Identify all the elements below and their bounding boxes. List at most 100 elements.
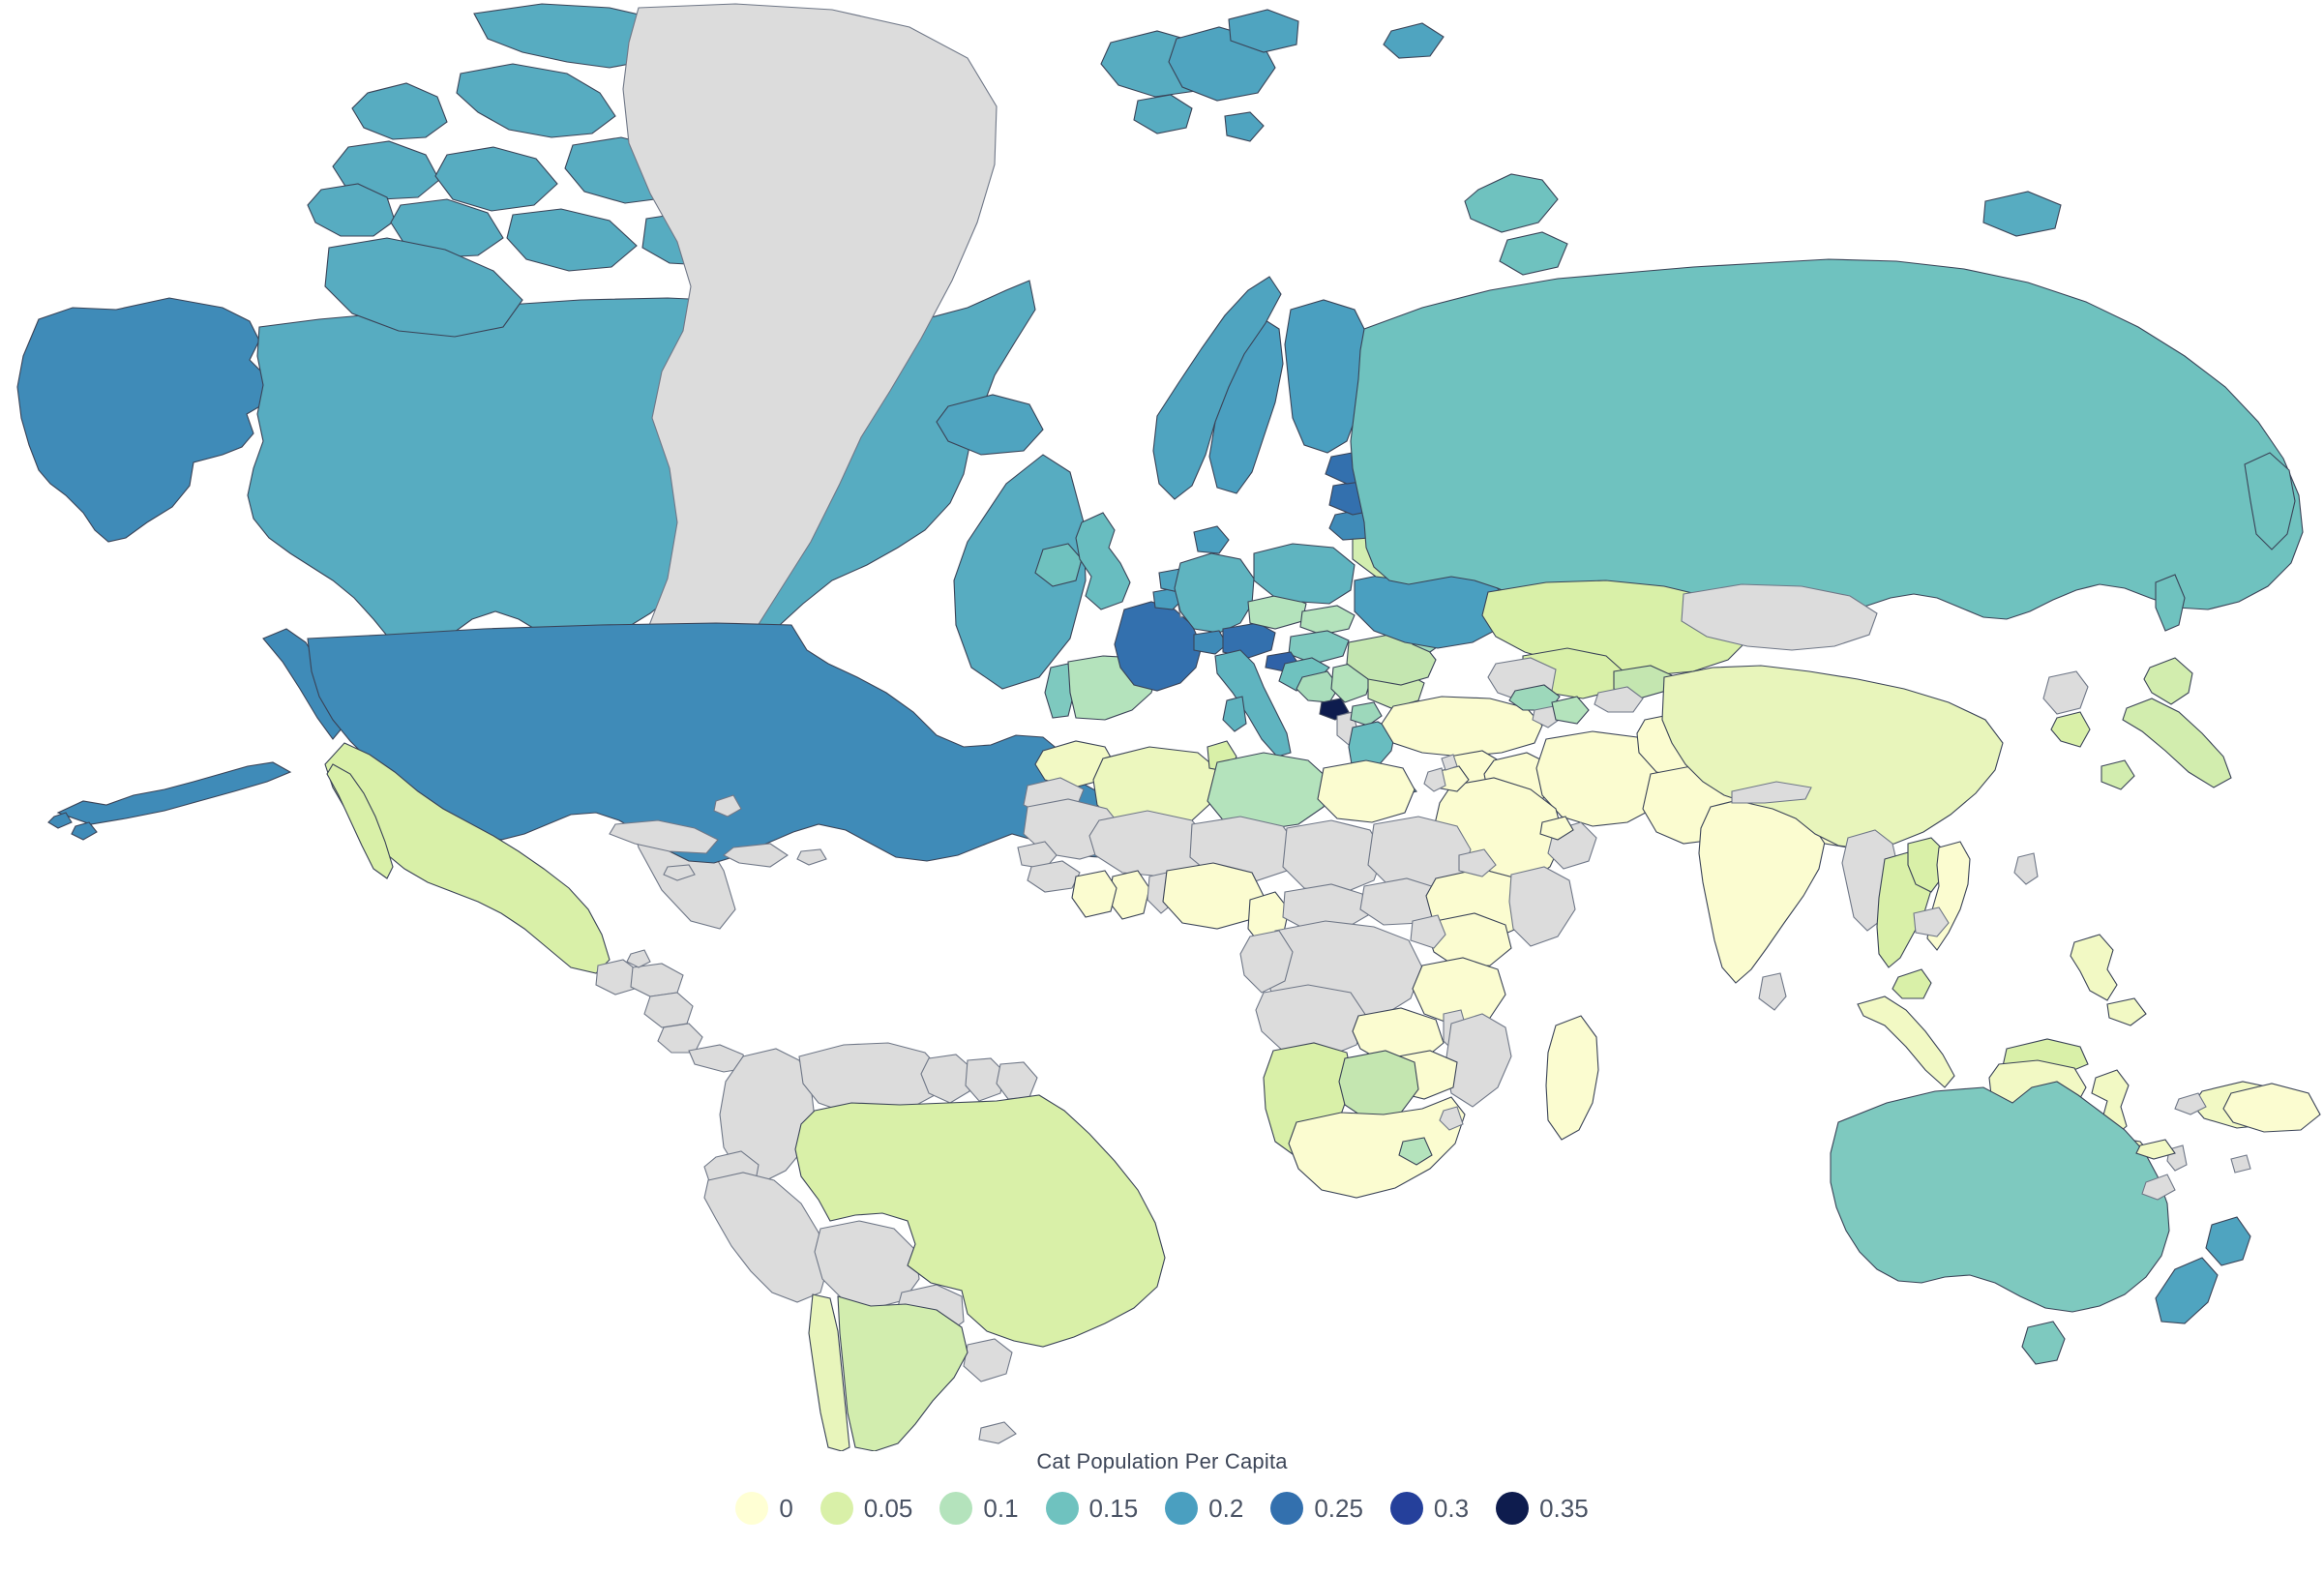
region-south-korea[interactable] — [2051, 712, 2090, 747]
region-car[interactable] — [1283, 884, 1368, 931]
region-novaya-zemlya[interactable] — [1465, 174, 1558, 232]
legend-item[interactable]: 0.3 — [1389, 1492, 1469, 1525]
region-hawaii[interactable] — [72, 822, 97, 840]
region-fiji[interactable] — [2231, 1155, 2250, 1173]
region-uganda[interactable] — [1411, 915, 1445, 948]
region-arctic-small-2[interactable] — [1983, 192, 2061, 236]
region-baja[interactable] — [327, 764, 393, 878]
region-cote-divoire[interactable] — [1072, 871, 1117, 917]
region-china[interactable] — [1662, 666, 2003, 849]
region-svalbard-2[interactable] — [1229, 10, 1298, 52]
region-nicaragua[interactable] — [644, 993, 693, 1027]
legend-item[interactable]: 0.25 — [1270, 1492, 1363, 1525]
region-timor[interactable] — [2136, 1140, 2175, 1159]
region-italy[interactable] — [1215, 650, 1291, 757]
region-taiwan[interactable] — [2014, 853, 2038, 884]
region-alaska[interactable] — [17, 298, 269, 542]
region-chad[interactable] — [1283, 820, 1384, 894]
region-japan-kyushu[interactable] — [2101, 760, 2134, 789]
legend-item[interactable]: 0.1 — [939, 1492, 1019, 1525]
region-japan[interactable] — [2144, 658, 2192, 704]
region-canada-arctic-7[interactable] — [308, 184, 395, 236]
region-uruguay[interactable] — [964, 1339, 1012, 1382]
region-belize[interactable] — [627, 950, 650, 967]
region-iran[interactable] — [1536, 731, 1670, 826]
legend-item[interactable]: 0.2 — [1165, 1492, 1243, 1525]
region-australia[interactable] — [1831, 1082, 2169, 1312]
region-tajikistan[interactable] — [1594, 687, 1643, 712]
region-japan-honshu[interactable] — [2123, 698, 2231, 788]
region-switzerland[interactable] — [1194, 631, 1227, 654]
region-argentina[interactable] — [838, 1296, 968, 1451]
legend-item[interactable]: 0.05 — [819, 1492, 912, 1525]
region-arctic-small-1[interactable] — [1134, 95, 1192, 134]
region-canada-arctic-5[interactable] — [435, 147, 557, 211]
region-south-africa[interactable] — [1289, 1097, 1465, 1198]
region-sakhalin[interactable] — [2156, 575, 2185, 631]
region-honduras[interactable] — [631, 964, 683, 996]
region-french-guiana[interactable] — [997, 1062, 1037, 1099]
region-philippines[interactable] — [2071, 935, 2117, 1000]
region-lebanon[interactable] — [1442, 755, 1457, 770]
region-finland[interactable] — [1285, 300, 1368, 453]
legend-item[interactable]: 0 — [735, 1492, 793, 1525]
region-tibet-strip[interactable] — [1732, 782, 1811, 803]
region-poland[interactable] — [1254, 544, 1355, 604]
region-franz-josef[interactable] — [1384, 23, 1444, 58]
region-mongolia[interactable] — [1682, 584, 1877, 650]
region-madagascar[interactable] — [1546, 1016, 1598, 1140]
region-hawaii-2[interactable] — [48, 813, 72, 828]
region-cambodia[interactable] — [1914, 907, 1949, 936]
region-azerbaijan[interactable] — [1552, 697, 1589, 724]
region-peru[interactable] — [704, 1173, 828, 1302]
region-canada-arctic-3[interactable] — [352, 83, 447, 139]
region-germany[interactable] — [1175, 553, 1254, 633]
region-guyana[interactable] — [921, 1055, 971, 1103]
region-papua-new-guinea[interactable] — [2223, 1084, 2320, 1132]
region-united-kingdom[interactable] — [1076, 513, 1130, 609]
region-baffin[interactable] — [954, 455, 1086, 689]
region-kamchatka[interactable] — [2245, 453, 2295, 550]
region-libya[interactable] — [1207, 753, 1329, 830]
region-novaya-zemlya-2[interactable] — [1500, 232, 1567, 275]
region-new-zealand-south[interactable] — [2156, 1258, 2218, 1323]
region-turkey[interactable] — [1382, 697, 1542, 757]
region-somalia[interactable] — [1509, 867, 1575, 946]
region-gabon-congo[interactable] — [1240, 931, 1293, 993]
region-canada-arctic-2[interactable] — [457, 64, 615, 137]
region-colombia[interactable] — [720, 1049, 815, 1182]
region-lesotho[interactable] — [1399, 1138, 1432, 1165]
region-north-korea[interactable] — [2043, 671, 2088, 714]
region-victoria-island[interactable] — [325, 238, 522, 337]
region-puerto-rico[interactable] — [797, 849, 826, 865]
region-suriname[interactable] — [966, 1058, 1004, 1101]
legend-item[interactable]: 0.15 — [1045, 1492, 1138, 1525]
region-norway[interactable] — [1153, 277, 1281, 499]
region-hispaniola[interactable] — [724, 844, 788, 867]
region-senegal[interactable] — [1018, 842, 1057, 869]
region-indonesia-sumatra[interactable] — [1858, 996, 1954, 1087]
region-canada-arctic-8[interactable] — [391, 199, 503, 257]
region-new-zealand-north[interactable] — [2206, 1217, 2250, 1265]
region-ireland[interactable] — [1035, 544, 1082, 586]
region-mozambique[interactable] — [1445, 1014, 1511, 1107]
region-new-caledonia[interactable] — [2142, 1174, 2175, 1200]
region-eswatini[interactable] — [1440, 1107, 1463, 1130]
region-sardinia[interactable] — [1223, 697, 1246, 731]
region-solomon-islands[interactable] — [2175, 1093, 2206, 1114]
region-tasmania[interactable] — [2022, 1322, 2065, 1364]
region-north-macedonia[interactable] — [1351, 702, 1382, 726]
region-falklands[interactable] — [979, 1422, 1016, 1443]
region-eritrea[interactable] — [1459, 849, 1496, 877]
region-russia[interactable] — [1351, 259, 2303, 619]
region-botswana[interactable] — [1339, 1051, 1418, 1120]
region-chile[interactable] — [809, 1294, 849, 1451]
region-sri-lanka[interactable] — [1759, 973, 1786, 1010]
region-cuba[interactable] — [610, 820, 718, 853]
region-israel[interactable] — [1424, 768, 1445, 791]
region-uae[interactable] — [1540, 817, 1573, 840]
region-iceland[interactable] — [937, 395, 1043, 455]
region-tanzania[interactable] — [1413, 958, 1505, 1025]
region-aleutians[interactable] — [58, 762, 290, 824]
region-laos[interactable] — [1908, 838, 1945, 892]
